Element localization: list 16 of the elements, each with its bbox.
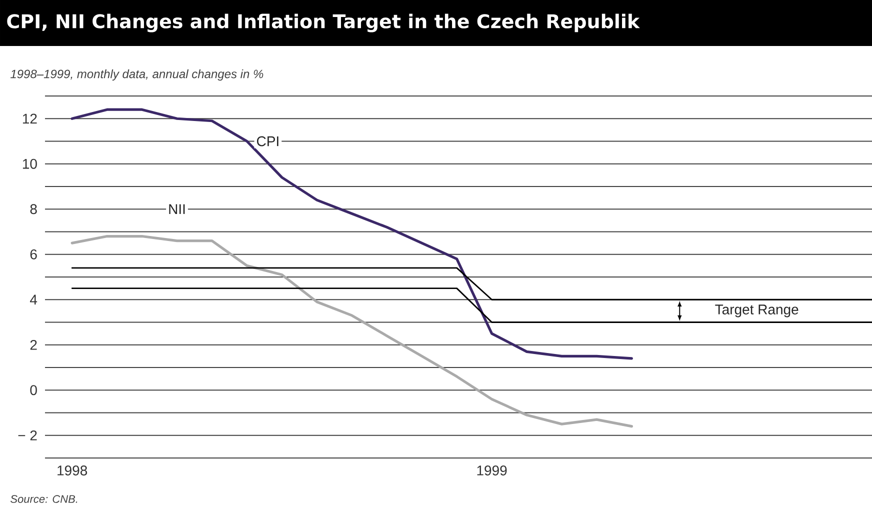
series-label: NII bbox=[169, 204, 185, 214]
annotation: Target Range bbox=[715, 304, 798, 318]
y-tick-label: 8 bbox=[30, 204, 37, 214]
x-tick-label: 1998 bbox=[58, 466, 88, 476]
chart-subtitle: 1998–1999, monthly data, annual changes in % bbox=[10, 69, 264, 81]
x-tick-label: 1999 bbox=[477, 466, 507, 476]
y-tick-label: 12 bbox=[22, 114, 37, 124]
y-tick-label: 6 bbox=[30, 249, 37, 260]
source-note: Source: CNB. bbox=[10, 495, 78, 503]
y-tick-label: 10 bbox=[22, 158, 37, 169]
y-tick-label: − 2 bbox=[18, 430, 37, 440]
y-tick-label: 4 bbox=[30, 294, 38, 304]
y-tick-label: 0 bbox=[30, 385, 37, 396]
series-label: CPI bbox=[256, 136, 278, 146]
y-tick-label: 2 bbox=[30, 340, 37, 350]
chart-title: CPI, NII Changes and Inflation Target in the Czech Republik bbox=[7, 14, 640, 32]
